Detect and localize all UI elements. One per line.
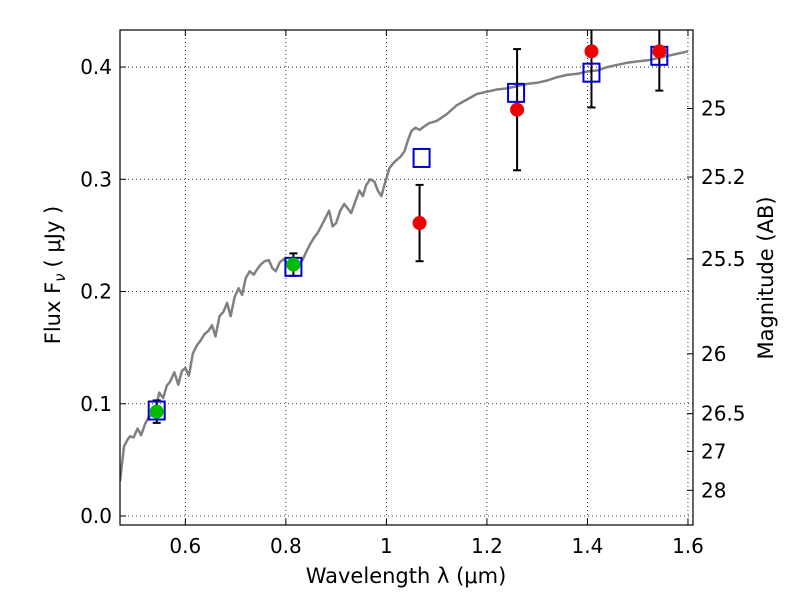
detection-point bbox=[652, 44, 667, 59]
x-tick-label: 0.6 bbox=[169, 534, 201, 558]
x-axis-label: Wavelength λ (μm) bbox=[306, 564, 507, 588]
y-axis-label-left: Flux Fν ( μJy ) bbox=[41, 206, 69, 345]
x-tick-label: 1.4 bbox=[572, 534, 604, 558]
y-axis-label-left-unit: ( μJy ) bbox=[41, 206, 65, 268]
plot-area bbox=[120, 30, 689, 482]
detection-point bbox=[286, 257, 301, 272]
detection-point bbox=[584, 44, 599, 59]
model-photometry-square bbox=[412, 147, 431, 168]
right-tick-label: 28 bbox=[701, 478, 726, 502]
x-tick-label: 0.8 bbox=[270, 534, 302, 558]
y-axis-label-left-main: Flux F bbox=[41, 282, 65, 344]
plot-frame bbox=[119, 29, 694, 526]
model-photometry-square bbox=[582, 62, 601, 83]
right-tick-label: 25.2 bbox=[701, 165, 746, 189]
right-tick-label: 26.5 bbox=[701, 402, 746, 426]
y-axis-label-right: Magnitude (AB) bbox=[754, 196, 778, 359]
right-tick-label: 27 bbox=[701, 439, 726, 463]
spectrum-line bbox=[120, 50, 689, 482]
y-axis-label-left-sub: ν bbox=[51, 273, 69, 281]
x-tick-label: 1 bbox=[380, 534, 393, 558]
y-tick-label: 0.1 bbox=[80, 392, 112, 416]
x-tick-label: 1.2 bbox=[471, 534, 503, 558]
y-tick-label: 0.0 bbox=[80, 504, 112, 528]
grid-lines bbox=[120, 30, 693, 525]
right-tick-label: 26 bbox=[701, 342, 726, 366]
y-tick-label: 0.4 bbox=[80, 55, 112, 79]
detection-point bbox=[149, 404, 164, 419]
model-photometry-square bbox=[507, 82, 526, 103]
y-tick-label: 0.3 bbox=[80, 167, 112, 191]
model-photometry-square bbox=[147, 400, 166, 421]
y-tick-label: 0.2 bbox=[80, 280, 112, 304]
detection-point bbox=[510, 102, 525, 117]
detection-point bbox=[412, 216, 427, 231]
right-tick-label: 25.5 bbox=[701, 247, 746, 271]
x-tick-label: 1.6 bbox=[672, 534, 704, 558]
right-tick-label: 25 bbox=[701, 96, 726, 120]
axis-ticks: 0.6 0.8 1 1.2 1.4 1.6 0.0 0.1 0.2 0.3 0.4 25 25.2 25.… bbox=[80, 30, 746, 558]
